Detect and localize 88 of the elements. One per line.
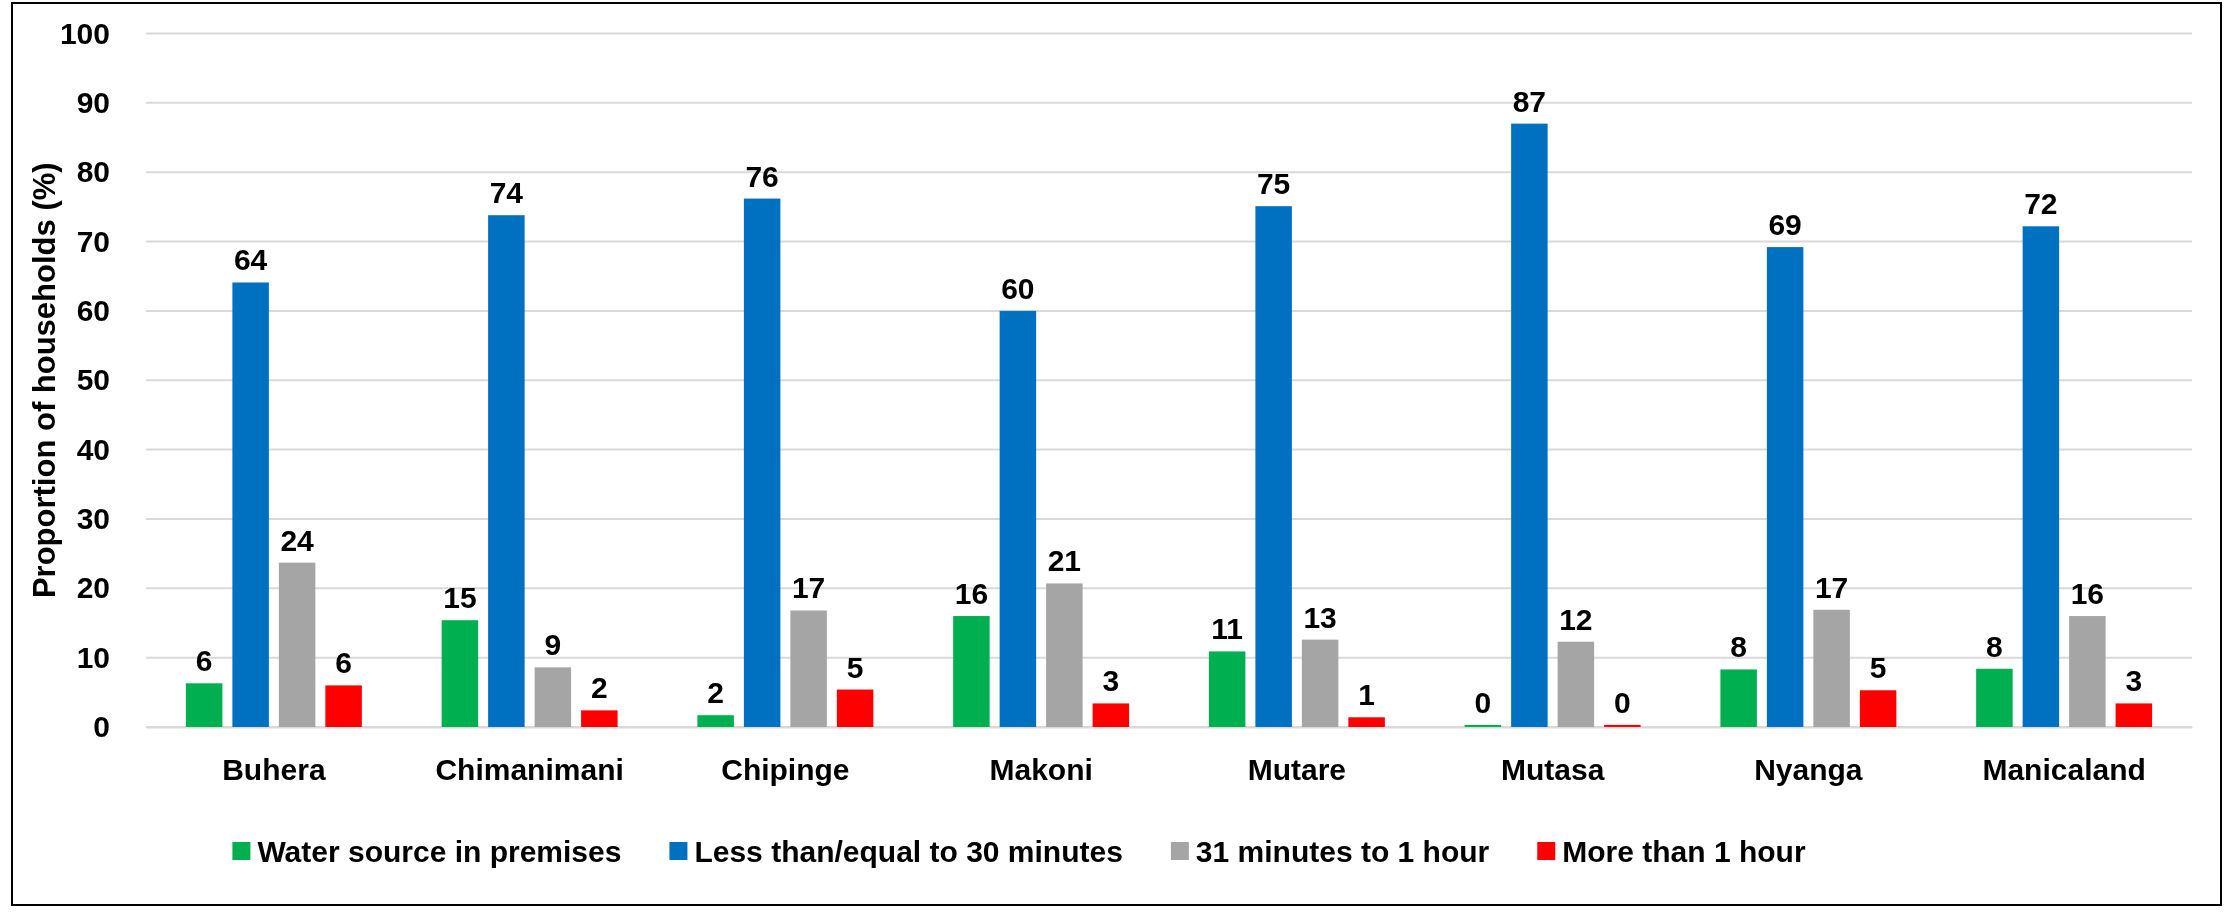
bar (1092, 703, 1130, 727)
bar (1348, 717, 1385, 727)
data-label: 74 (489, 176, 524, 210)
bar (1976, 668, 2013, 727)
y-tick-label: 40 (76, 432, 110, 466)
data-label: 75 (1256, 167, 1291, 201)
bar (1255, 206, 1292, 727)
bar (2022, 226, 2060, 727)
x-tick-label: Buhera (222, 753, 326, 787)
data-label: 11 (1211, 612, 1243, 646)
data-label: 60 (1001, 271, 1035, 305)
data-label: 8 (1730, 630, 1747, 664)
data-label: 16 (2070, 577, 2105, 611)
y-axis-title: Proportion of households (%) (27, 162, 62, 599)
y-tick-label: 30 (76, 502, 110, 536)
legend-label: More than 1 hour (1562, 834, 1806, 868)
data-label: 3 (2125, 664, 2143, 698)
bar (581, 710, 618, 727)
bar (953, 616, 990, 727)
bar (836, 689, 874, 727)
data-label: 5 (1869, 651, 1887, 685)
data-label: 69 (1768, 208, 1802, 242)
x-tick-label: Makoni (989, 753, 1093, 787)
data-label: 2 (591, 671, 608, 705)
data-label: 8 (1986, 629, 2003, 663)
x-tick-label: Mutasa (1500, 753, 1605, 787)
x-tick-label: Mutare (1247, 753, 1347, 787)
bar (1046, 583, 1083, 727)
bar (999, 310, 1037, 727)
x-tick-label: Manicaland (1982, 753, 2146, 787)
y-tick-label: 50 (76, 363, 110, 397)
bar (1813, 609, 1850, 727)
bar (1720, 669, 1757, 727)
data-label: 12 (1559, 602, 1593, 636)
data-label: 17 (791, 571, 826, 605)
bar (185, 683, 223, 727)
bar (1208, 651, 1246, 727)
x-tick-label: Nyanga (1754, 753, 1863, 787)
data-label: 6 (195, 644, 213, 678)
data-label: 5 (846, 650, 864, 684)
bar (232, 282, 269, 727)
data-label: 87 (1512, 84, 1547, 118)
y-tick-label: 10 (76, 640, 110, 674)
data-label: 24 (280, 523, 315, 557)
bar (1604, 724, 1641, 727)
bar (278, 562, 316, 727)
y-tick-label: 90 (76, 85, 110, 119)
bar (441, 620, 479, 727)
y-tick-label: 0 (93, 710, 110, 744)
bar (488, 215, 525, 727)
data-label: 9 (544, 628, 562, 662)
data-label: 6 (335, 646, 352, 680)
bar (325, 685, 362, 727)
data-label: 2 (707, 676, 724, 710)
x-tick-label: Chimanimani (435, 753, 624, 787)
bar (1557, 641, 1595, 727)
y-tick-label: 70 (76, 224, 110, 258)
legend-label: Less than/equal to 30 minutes (694, 834, 1123, 868)
data-label: 64 (233, 243, 268, 277)
y-tick-label: 60 (76, 294, 110, 327)
bar (743, 198, 781, 727)
data-label: 0 (1614, 685, 1631, 719)
bar (1859, 690, 1897, 727)
data-label: 17 (1814, 570, 1849, 604)
bar (1301, 639, 1339, 727)
data-label: 1 (1358, 678, 1375, 712)
bar (2115, 703, 2153, 727)
y-tick-label: 100 (59, 16, 110, 50)
y-tick-label: 80 (76, 155, 110, 189)
bar (1464, 724, 1502, 727)
bar (2069, 616, 2106, 727)
bar (1766, 247, 1804, 727)
legend-label: 31 minutes to 1 hour (1195, 834, 1490, 868)
data-label: 15 (443, 581, 477, 615)
data-label: 0 (1474, 685, 1492, 719)
data-label: 13 (1303, 600, 1337, 634)
bar (534, 667, 572, 727)
legend-label: Water source in premises (257, 834, 622, 868)
data-label: 72 (2024, 187, 2058, 221)
data-label: 21 (1047, 544, 1082, 578)
data-label: 16 (954, 577, 989, 611)
data-label: 3 (1102, 664, 1120, 698)
data-label: 76 (745, 159, 779, 193)
x-tick-label: Chipinge (721, 753, 850, 787)
bar (790, 610, 827, 727)
bar (697, 715, 734, 727)
y-tick-label: 20 (76, 571, 110, 605)
bar (1511, 123, 1548, 727)
